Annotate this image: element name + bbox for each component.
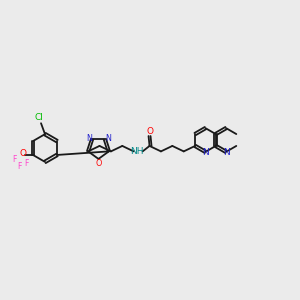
Text: N: N [105,134,111,143]
Text: N: N [223,148,230,158]
Text: Cl: Cl [34,113,43,122]
Text: O: O [146,127,153,136]
Text: F: F [17,162,21,171]
Text: O: O [95,159,102,168]
Text: O: O [20,149,27,158]
Text: F: F [24,159,28,168]
Text: N: N [86,134,92,143]
Text: N: N [202,148,209,158]
Text: F: F [12,155,16,164]
Text: NH: NH [130,147,143,156]
